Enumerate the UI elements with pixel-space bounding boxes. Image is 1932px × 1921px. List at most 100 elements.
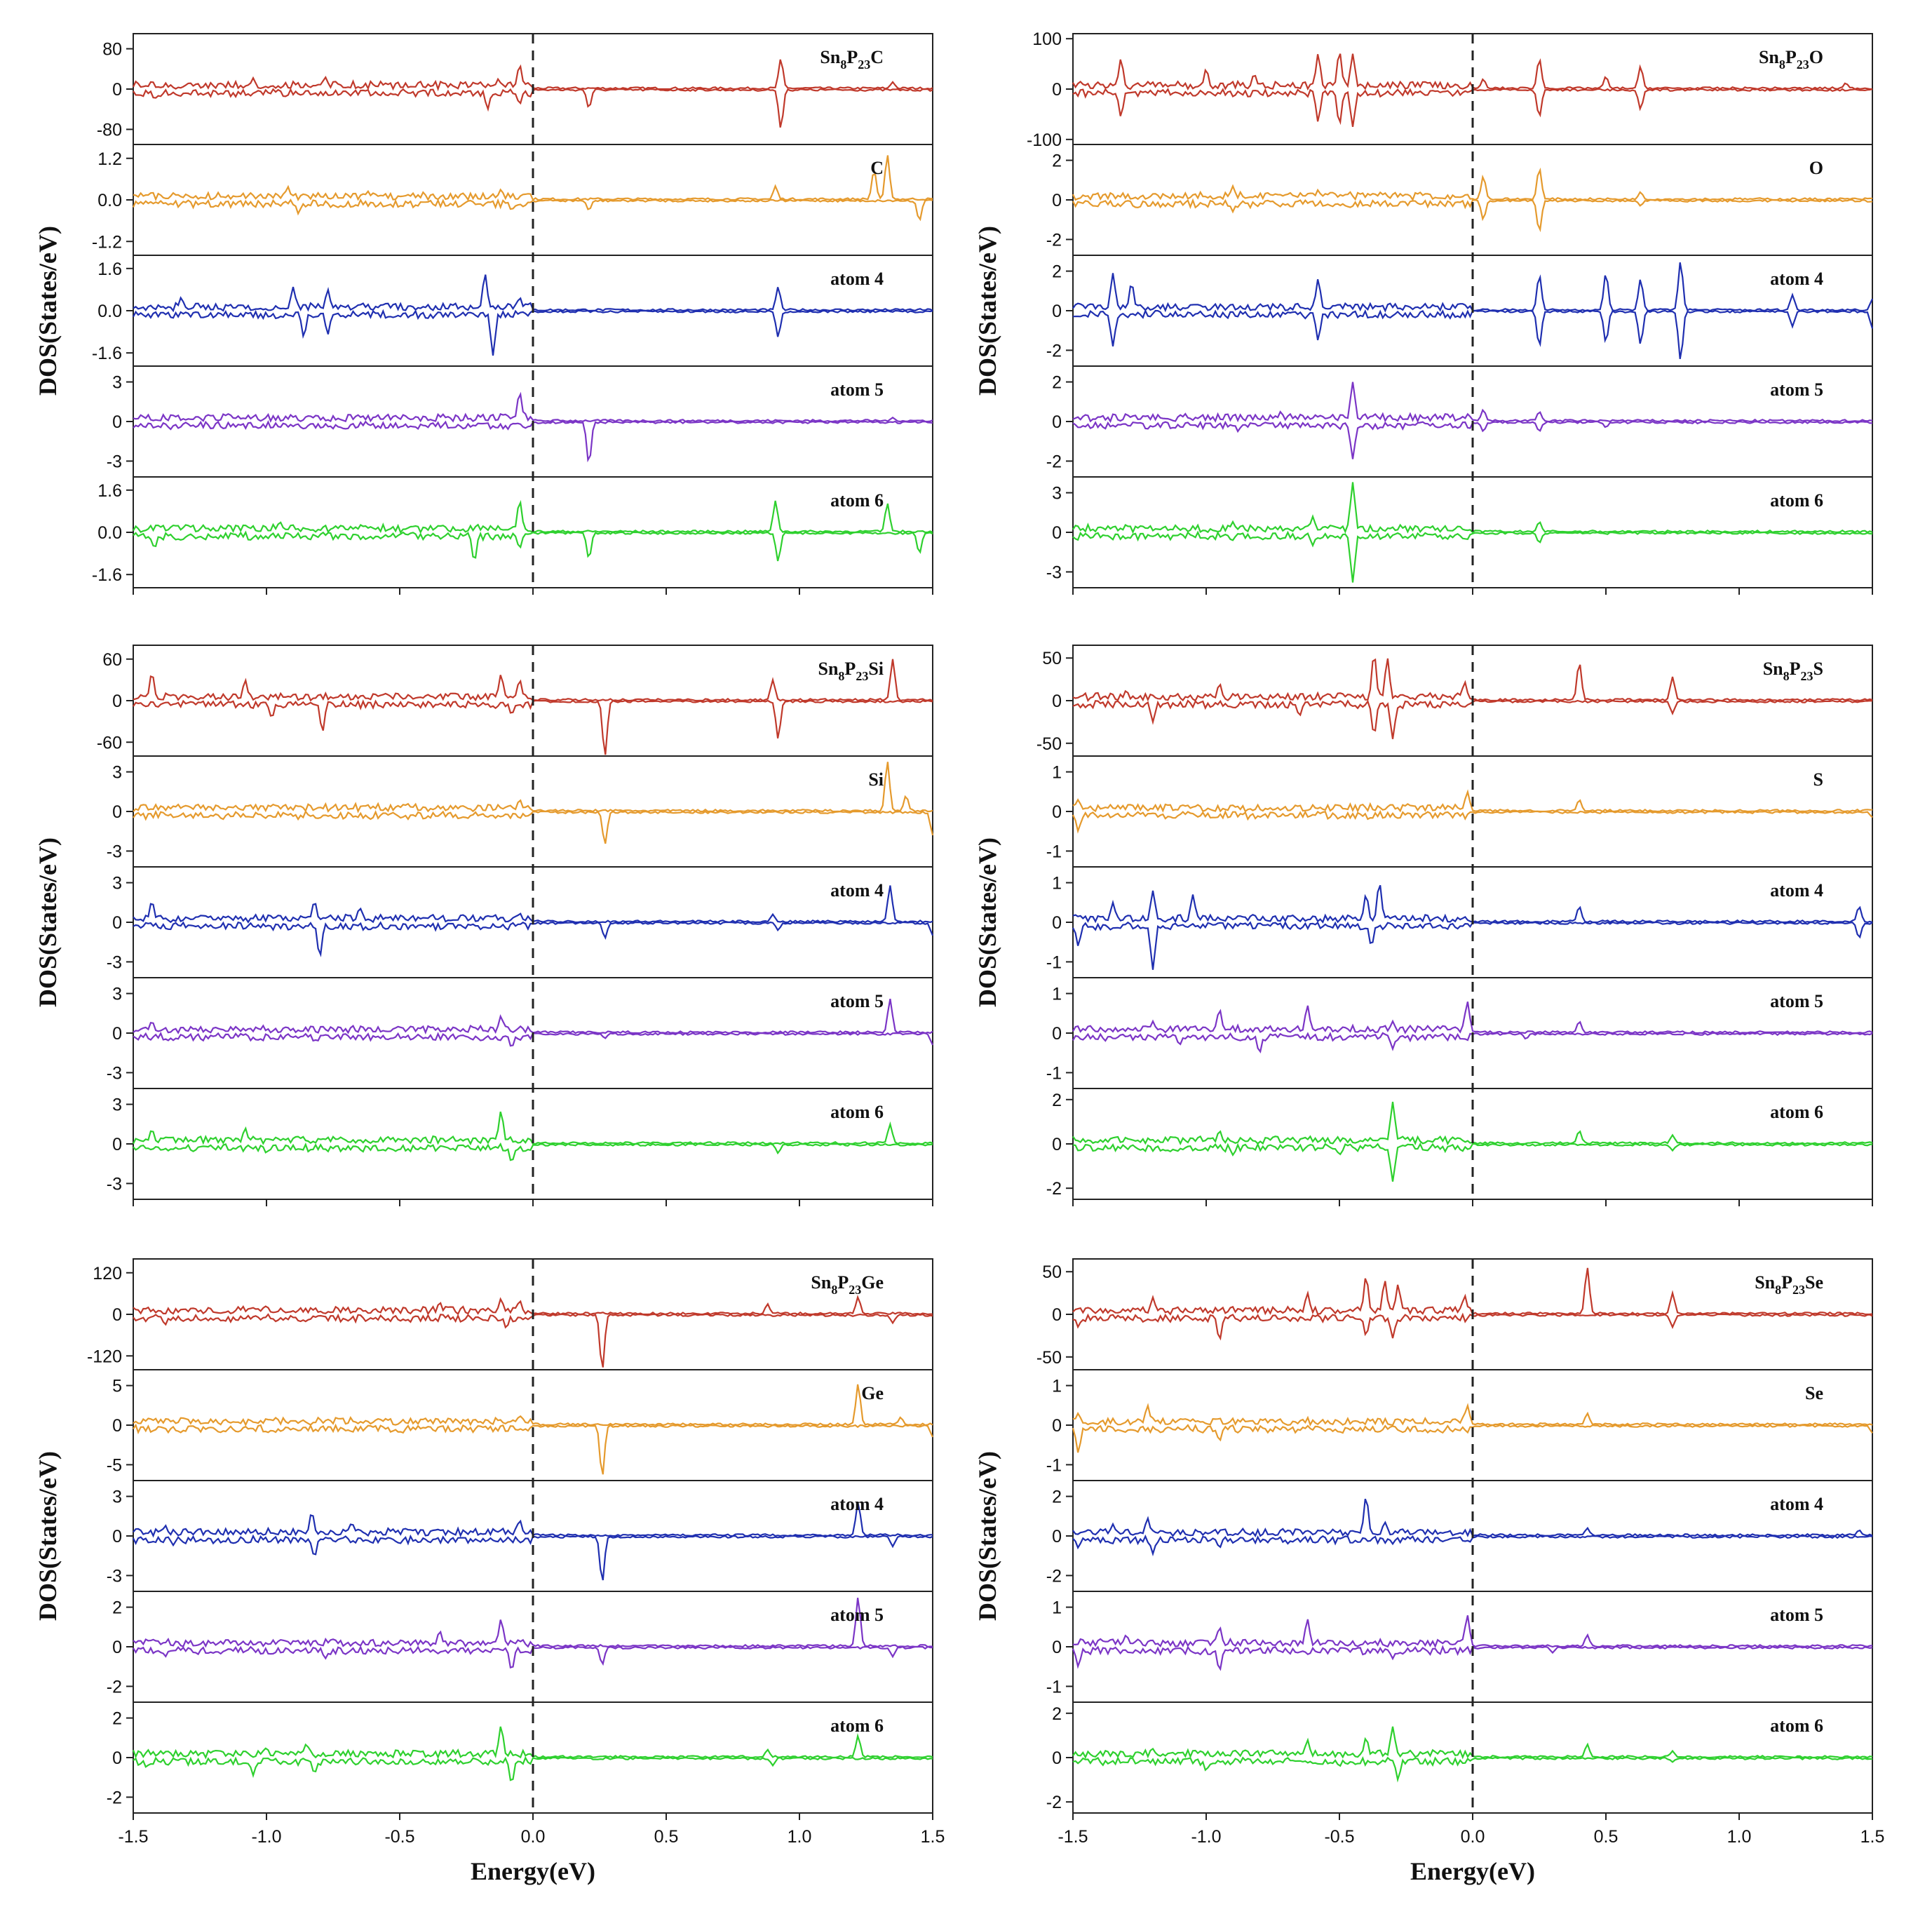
y-tick-label: -1 (1046, 842, 1062, 861)
y-tick-label: 0 (1052, 302, 1062, 321)
panel-label: Sn8P23S (1763, 659, 1823, 683)
group-si: 60 0 -60 Sn8P23Si 3 0 -3 Si 3 0 -3 atom 4 3 0 -3 atom 5… (34, 645, 934, 1206)
y-tick-label: 1 (1052, 874, 1062, 894)
panel-label: atom 4 (1770, 269, 1823, 289)
y-tick-label: -60 (97, 733, 122, 753)
panel-label: atom 6 (1770, 490, 1823, 511)
y-axis-title: DOS(States/eV) (973, 837, 1001, 1007)
panel-label: atom 4 (1770, 1494, 1823, 1514)
x-tick-label: -1.5 (118, 1827, 148, 1847)
y-tick-label: -2 (107, 1677, 122, 1697)
y-tick-label: 0 (1052, 191, 1062, 210)
spin-up-series (1072, 382, 1873, 424)
y-tick-label: 0 (1052, 1024, 1062, 1044)
panel-label: Se (1805, 1383, 1823, 1403)
panel-label: Sn8P23Si (818, 659, 884, 683)
spin-up-series (1072, 1002, 1873, 1034)
y-tick-label: -2 (1046, 1793, 1062, 1812)
y-tick-label: -50 (1036, 734, 1062, 754)
y-tick-label: -3 (107, 842, 122, 861)
panel-label: atom 4 (1770, 880, 1823, 901)
panel-label: Si (868, 769, 884, 790)
y-tick-label: 0 (1052, 80, 1062, 100)
spin-up-series (133, 1384, 933, 1427)
y-tick-label: 3 (112, 373, 122, 393)
y-tick-label: -2 (1046, 1179, 1062, 1199)
y-tick-label: -2 (1046, 341, 1062, 360)
y-tick-label: 0 (1052, 1416, 1062, 1436)
panel-label: atom 4 (830, 880, 884, 901)
y-tick-label: 3 (112, 1096, 122, 1115)
spin-down-series (1072, 530, 1873, 583)
y-tick-label: 2 (1052, 151, 1062, 171)
spin-up-series (1072, 789, 1873, 813)
y-tick-label: 0 (1052, 412, 1062, 432)
panel-si-atom4: 3 0 -3 atom 4 (107, 866, 934, 978)
x-tick-label: 0.0 (1461, 1827, 1485, 1847)
y-tick-label: -1.2 (92, 232, 122, 252)
y-tick-label: 0 (112, 802, 122, 822)
spin-down-series (133, 809, 934, 844)
y-tick-label: 1.6 (97, 259, 122, 279)
y-tick-label: -1.6 (92, 565, 122, 585)
y-tick-label: 2 (1052, 1091, 1062, 1110)
y-axis-title: DOS(States/eV) (34, 1451, 62, 1621)
y-tick-label: 0.0 (97, 523, 122, 543)
y-tick-label: 3 (112, 1488, 122, 1507)
group-se: 50 0 -50 Sn8P23Se 1 0 -1 Se 2 0 -2 atom 4 1 0 -1 atom 5… (973, 1258, 1885, 1885)
x-tick-label: 0.5 (1594, 1827, 1619, 1847)
panel-ge-atom6: 2 0 -2 atom 6 (107, 1701, 933, 1814)
y-tick-label: -100 (1027, 130, 1062, 150)
y-tick-label: -1 (1046, 1455, 1062, 1475)
y-tick-label: -3 (107, 1566, 122, 1586)
panel-label: atom 5 (830, 1605, 884, 1625)
y-tick-label: 1 (1052, 985, 1062, 1004)
y-tick-label: 0 (112, 1135, 122, 1154)
spin-up-series (1072, 482, 1873, 534)
y-tick-label: 100 (1032, 29, 1062, 49)
x-tick-label: -1.0 (1191, 1827, 1221, 1847)
spin-down-series (1072, 198, 1873, 233)
y-tick-label: -1 (1046, 952, 1062, 972)
y-tick-label: 0 (112, 1024, 122, 1044)
y-tick-label: -1 (1046, 1063, 1062, 1083)
panel-label: Sn8P23O (1759, 47, 1823, 72)
y-tick-label: -50 (1036, 1348, 1062, 1368)
plot-area: 80 0 -80 Sn8P23C 1.2 0.0 -1.2 C 1.6 0.0 -1.6 atom 4… (34, 29, 1884, 1885)
y-tick-label: 2 (1052, 262, 1062, 282)
y-tick-label: 1.2 (97, 149, 122, 169)
y-tick-label: 5 (112, 1377, 122, 1396)
y-tick-label: -3 (107, 1174, 122, 1194)
y-tick-label: -1 (1046, 1677, 1062, 1697)
y-tick-label: 1.6 (97, 481, 122, 501)
y-tick-label: 60 (102, 650, 122, 670)
y-tick-label: 0 (1052, 1638, 1062, 1657)
panel-label: atom 5 (1770, 379, 1823, 400)
y-tick-label: 0 (1052, 802, 1062, 822)
panel-label: atom 6 (1770, 1102, 1823, 1122)
y-tick-label: 0 (112, 80, 122, 100)
y-tick-label: 0 (112, 1305, 122, 1325)
panel-label: atom 5 (1770, 1605, 1823, 1625)
y-tick-label: 50 (1042, 1262, 1062, 1282)
y-tick-label: 0 (112, 913, 122, 933)
spin-down-series (133, 1755, 933, 1781)
y-tick-label: -2 (1046, 230, 1062, 250)
panel-label: atom 6 (830, 490, 884, 511)
y-tick-label: -80 (97, 120, 122, 140)
y-tick-label: 0 (112, 1748, 122, 1768)
y-tick-label: 120 (93, 1264, 122, 1283)
x-tick-label: 1.5 (1860, 1827, 1885, 1847)
y-tick-label: 0 (112, 412, 122, 432)
x-tick-label: 0.5 (654, 1827, 679, 1847)
y-tick-label: -3 (107, 1063, 122, 1083)
panel-label: Sn8P23C (820, 47, 884, 72)
panel-c-atom6: 1.6 0.0 -1.6 atom 6 (92, 476, 933, 588)
y-tick-label: 3 (112, 763, 122, 783)
panel-label: O (1809, 158, 1823, 178)
panel-label: C (870, 158, 884, 178)
x-axis-title: Energy(eV) (471, 1857, 595, 1885)
x-tick-label: 0.0 (521, 1827, 546, 1847)
group-o: 100 0 -100 Sn8P23O 2 0 -2 O 2 0 -2 atom 4 2 0 -2 atom 5… (973, 29, 1874, 595)
